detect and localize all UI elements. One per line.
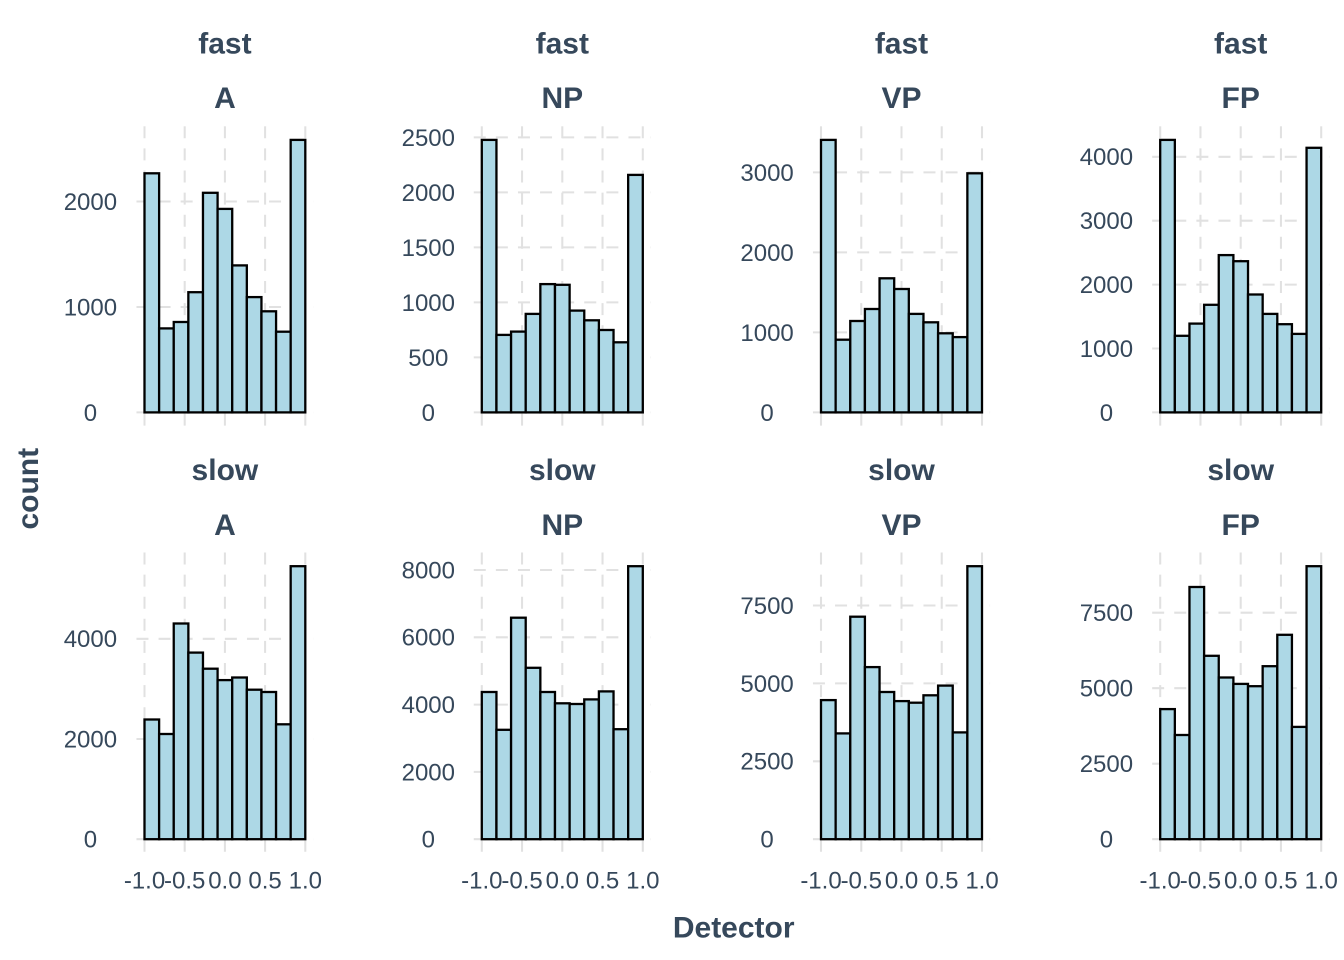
svg-text:3000: 3000	[740, 160, 793, 187]
svg-text:500: 500	[408, 345, 448, 372]
svg-text:VP: VP	[881, 509, 921, 542]
svg-text:fast: fast	[536, 28, 589, 61]
svg-text:2500: 2500	[740, 749, 793, 776]
svg-text:5000: 5000	[740, 671, 793, 698]
svg-text:1.0: 1.0	[1305, 868, 1338, 895]
svg-text:0: 0	[760, 827, 773, 854]
svg-text:0: 0	[84, 827, 97, 854]
svg-text:fast: fast	[875, 28, 928, 61]
svg-text:0: 0	[1100, 400, 1113, 427]
svg-text:0.5: 0.5	[925, 868, 958, 895]
svg-text:0: 0	[422, 400, 435, 427]
svg-text:-0.5: -0.5	[1180, 868, 1221, 895]
svg-text:4000: 4000	[402, 692, 455, 719]
svg-text:0: 0	[1100, 827, 1113, 854]
svg-text:NP: NP	[541, 509, 583, 542]
svg-text:1000: 1000	[64, 294, 117, 321]
svg-text:0.0: 0.0	[546, 868, 579, 895]
svg-text:7500: 7500	[1080, 600, 1133, 627]
svg-text:0: 0	[84, 400, 97, 427]
svg-text:slow: slow	[192, 454, 259, 487]
svg-text:7500: 7500	[740, 593, 793, 620]
svg-text:0.5: 0.5	[586, 868, 619, 895]
svg-text:slow: slow	[868, 454, 935, 487]
svg-text:2500: 2500	[402, 125, 455, 152]
svg-text:0: 0	[760, 400, 773, 427]
svg-text:4000: 4000	[64, 626, 117, 653]
svg-text:5000: 5000	[1080, 676, 1133, 703]
svg-text:1000: 1000	[1080, 336, 1133, 363]
svg-text:-1.0: -1.0	[124, 868, 165, 895]
svg-text:0.5: 0.5	[1264, 868, 1297, 895]
svg-text:2000: 2000	[1080, 272, 1133, 299]
svg-text:1000: 1000	[402, 290, 455, 317]
svg-text:FP: FP	[1222, 82, 1260, 115]
svg-text:NP: NP	[541, 82, 583, 115]
svg-text:-1.0: -1.0	[1140, 868, 1181, 895]
svg-text:Detector: Detector	[673, 912, 795, 945]
svg-text:VP: VP	[881, 82, 921, 115]
svg-text:fast: fast	[198, 28, 251, 61]
svg-text:0.5: 0.5	[248, 868, 281, 895]
svg-text:fast: fast	[1214, 28, 1267, 61]
svg-text:2000: 2000	[402, 180, 455, 207]
svg-text:FP: FP	[1222, 509, 1260, 542]
svg-text:1.0: 1.0	[289, 868, 322, 895]
svg-text:0.0: 0.0	[885, 868, 918, 895]
svg-text:A: A	[214, 82, 236, 115]
svg-text:0.0: 0.0	[208, 868, 241, 895]
svg-text:4000: 4000	[1080, 144, 1133, 171]
svg-text:-0.5: -0.5	[164, 868, 205, 895]
svg-text:-1.0: -1.0	[461, 868, 502, 895]
svg-text:6000: 6000	[402, 625, 455, 652]
svg-text:2000: 2000	[740, 240, 793, 267]
svg-text:-1.0: -1.0	[800, 868, 841, 895]
svg-text:1.0: 1.0	[965, 868, 998, 895]
svg-text:1500: 1500	[402, 235, 455, 262]
svg-text:2000: 2000	[64, 189, 117, 216]
svg-text:slow: slow	[529, 454, 596, 487]
svg-text:2500: 2500	[1080, 751, 1133, 778]
svg-text:0: 0	[422, 827, 435, 854]
svg-text:0.0: 0.0	[1224, 868, 1257, 895]
svg-text:2000: 2000	[64, 726, 117, 753]
svg-text:-0.5: -0.5	[501, 868, 542, 895]
svg-text:count: count	[12, 448, 45, 530]
svg-text:1.0: 1.0	[626, 868, 659, 895]
svg-text:A: A	[214, 509, 236, 542]
svg-text:slow: slow	[1207, 454, 1274, 487]
svg-text:3000: 3000	[1080, 208, 1133, 235]
svg-text:8000: 8000	[402, 557, 455, 584]
svg-text:-0.5: -0.5	[841, 868, 882, 895]
svg-text:2000: 2000	[402, 759, 455, 786]
svg-text:1000: 1000	[740, 320, 793, 347]
